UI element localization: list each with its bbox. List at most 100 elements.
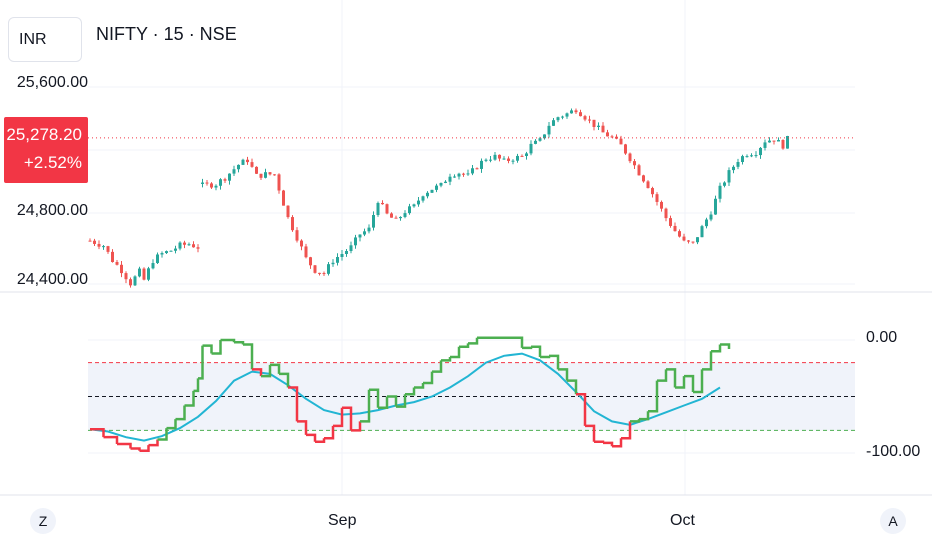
oscillator-segment — [567, 379, 578, 395]
candle-body — [264, 172, 267, 178]
candle-body — [183, 242, 186, 245]
oscillator-segment — [279, 372, 290, 388]
oscillator-segment — [558, 368, 569, 381]
candle-body — [579, 112, 582, 117]
indicator-axis-label: 0.00 — [866, 329, 898, 346]
candle-body — [178, 242, 182, 249]
candle-body — [709, 214, 713, 220]
zoom-button[interactable]: Z — [30, 508, 56, 534]
last-price-badge: 25,278.20 +2.52% — [4, 117, 88, 183]
last-price-value: 25,278.20 — [6, 125, 82, 144]
candle-body — [259, 173, 263, 178]
candle-body — [714, 198, 717, 215]
candle-body — [574, 110, 578, 113]
oscillator-segment — [684, 374, 695, 392]
candle-body — [525, 153, 528, 156]
candle-body — [547, 125, 551, 135]
candle-body — [660, 201, 663, 209]
candle-body — [507, 158, 510, 161]
candle-body — [156, 254, 159, 264]
oscillator-segment — [184, 390, 195, 407]
price-axis-label: 24,800.00 — [16, 202, 88, 219]
candle-body — [318, 272, 321, 274]
auto-scale-button[interactable]: A — [880, 508, 906, 534]
candle-body — [336, 257, 339, 263]
candle-body — [399, 216, 402, 219]
oscillator-segment — [603, 441, 614, 447]
candle-body — [219, 179, 222, 186]
oscillator-segment — [261, 364, 272, 378]
candle-body — [520, 155, 524, 157]
candle-body — [97, 243, 101, 247]
candle-body — [250, 162, 254, 167]
oscillator-segment — [360, 389, 371, 423]
oscillator-segment — [193, 378, 200, 393]
oscillator-segment — [378, 396, 389, 410]
oscillator-segment — [675, 376, 686, 389]
candle-body — [705, 219, 708, 227]
oscillator-segment — [612, 438, 623, 448]
candle-body — [174, 248, 177, 251]
candle-body — [619, 138, 623, 145]
candle-body — [655, 194, 659, 202]
candle-body — [363, 231, 366, 235]
oscillator-segment — [450, 346, 461, 359]
oscillator-segment — [702, 351, 713, 371]
candle-body — [228, 173, 231, 181]
oscillator-segment — [220, 338, 236, 343]
candle-body — [538, 138, 542, 141]
oscillator-segment — [414, 382, 425, 389]
candle-body — [475, 168, 479, 170]
candle-body — [385, 204, 389, 214]
candle-body — [561, 116, 564, 118]
candle-body — [457, 173, 461, 177]
oscillator-segment — [139, 445, 150, 452]
candle-body — [597, 125, 600, 127]
currency-label: INR — [19, 30, 47, 48]
indicator-axis-label: -100.00 — [866, 443, 921, 460]
candle-body — [687, 240, 690, 242]
oscillator-segment — [549, 354, 560, 370]
oscillator-segment — [211, 340, 222, 355]
oscillator-segment — [720, 343, 731, 350]
oscillator-segment — [175, 405, 186, 421]
candle-body — [606, 132, 609, 137]
candle-body — [552, 120, 555, 126]
oscillator-segment — [252, 368, 263, 377]
candle-body — [727, 170, 731, 183]
candle-body — [309, 257, 312, 266]
candle-body — [430, 189, 434, 193]
candle-body — [421, 196, 425, 201]
candle-body — [426, 192, 429, 197]
candle-body — [588, 119, 591, 121]
oscillator-segment — [315, 438, 326, 443]
candle-body — [277, 174, 281, 191]
candle-body — [750, 155, 753, 157]
candle-body — [286, 205, 290, 218]
candle-body — [205, 182, 209, 184]
candle-body — [777, 139, 780, 142]
candle-body — [291, 217, 294, 231]
candle-body — [381, 202, 384, 205]
candle-body — [331, 262, 335, 265]
candle-body — [192, 244, 195, 248]
candle-body — [354, 237, 357, 246]
oscillator-segment — [342, 406, 353, 431]
candle-body — [313, 265, 317, 273]
candle-body — [723, 182, 726, 186]
oscillator-segment — [270, 363, 281, 374]
oscillator-segment — [513, 336, 524, 348]
candle-body — [147, 268, 150, 280]
candle-body — [304, 246, 308, 258]
currency-selector[interactable]: INR — [8, 17, 82, 62]
candle-body — [345, 251, 348, 254]
price-axis-label: 24,400.00 — [16, 271, 88, 288]
candle-body — [786, 135, 789, 149]
oscillator-segment — [666, 368, 677, 388]
oscillator-segment — [198, 345, 204, 380]
time-axis-label: Oct — [670, 512, 695, 529]
candle-body — [583, 116, 587, 120]
candle-body — [241, 159, 245, 165]
oscillator-segment — [166, 419, 177, 430]
